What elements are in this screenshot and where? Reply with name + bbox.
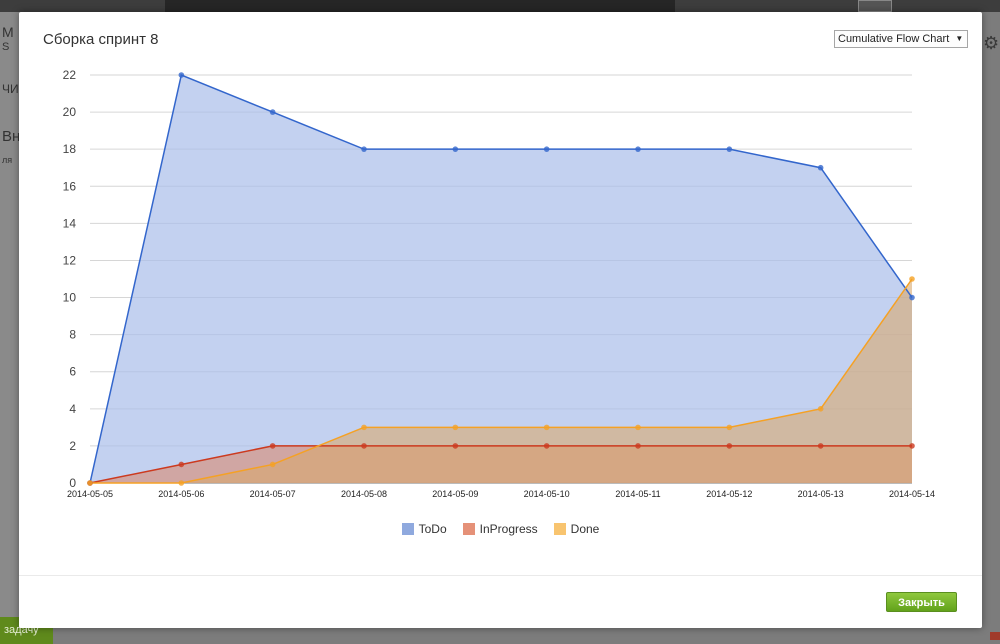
legend-swatch	[401, 523, 414, 535]
chart-lines	[89, 73, 913, 484]
point-inprogress	[178, 461, 185, 468]
y-tick-label: 20	[63, 105, 77, 119]
point-done	[87, 480, 93, 486]
legend-label: Done	[570, 522, 600, 536]
background-text: Вн	[2, 128, 21, 145]
background-text: ЧИ	[2, 82, 19, 96]
y-tick-label: 10	[63, 291, 77, 305]
point-todo	[909, 294, 915, 301]
point-todo	[178, 72, 185, 78]
point-todo	[726, 146, 733, 152]
chevron-down-icon: ▼	[955, 34, 964, 43]
y-tick-label: 8	[69, 328, 76, 342]
chart-type-select-value: Cumulative Flow Chart	[838, 33, 950, 45]
point-done	[269, 461, 276, 468]
point-todo	[543, 146, 550, 152]
y-tick-label: 18	[63, 142, 77, 156]
x-tick-label: 2014-05-14	[889, 489, 935, 499]
point-inprogress	[909, 443, 915, 449]
cumulative-flow-chart: 0 2 4 6 8 10 12 14 16 18 20 22 2014-05-05 2014-05-06…	[63, 68, 935, 499]
chart-y-ticks: 0 2 4 6 8 10 12 14 16 18 20 22	[63, 68, 77, 490]
point-done	[817, 406, 824, 412]
x-tick-label: 2014-05-13	[798, 489, 844, 499]
point-done	[909, 276, 915, 282]
chart-type-select[interactable]: Cumulative Flow Chart ▼	[834, 30, 969, 48]
point-todo	[452, 146, 459, 152]
background-topbar-icon	[858, 0, 892, 12]
x-tick-label: 2014-05-06	[158, 489, 204, 499]
line-todo	[89, 73, 913, 484]
point-done	[543, 424, 550, 431]
point-done	[635, 424, 641, 431]
area-done	[90, 279, 912, 483]
background-text: S	[2, 41, 10, 53]
y-tick-label: 12	[63, 253, 77, 267]
x-tick-label: 2014-05-10	[524, 489, 570, 499]
modal-footer-divider	[19, 575, 982, 576]
area-todo	[90, 75, 912, 483]
legend-label: ToDo	[418, 522, 447, 536]
background-left-strip	[0, 12, 20, 644]
point-done	[361, 424, 367, 431]
point-done	[726, 424, 733, 431]
point-todo	[817, 164, 824, 171]
point-todo	[361, 146, 367, 152]
close-button[interactable]: Закрыть	[886, 592, 957, 612]
background-topbar-dark	[165, 0, 675, 12]
x-tick-label: 2014-05-12	[706, 489, 752, 499]
legend-swatch	[553, 523, 566, 535]
legend-item-todo[interactable]: ToDo	[401, 522, 447, 536]
x-tick-label: 2014-05-05	[67, 489, 113, 499]
y-tick-label: 4	[69, 402, 76, 416]
x-tick-label: 2014-05-09	[432, 489, 478, 499]
point-inprogress	[817, 443, 824, 449]
y-tick-label: 6	[69, 365, 76, 379]
chart-points	[87, 72, 915, 486]
modal-title: Сборка спринт 8	[43, 31, 159, 48]
legend-label: InProgress	[479, 522, 538, 536]
x-tick-label: 2014-05-11	[615, 489, 660, 499]
chart-x-ticks: 2014-05-05 2014-05-06 2014-05-07 2014-05-08…	[67, 489, 935, 499]
point-inprogress	[269, 443, 276, 449]
y-tick-label: 0	[69, 476, 76, 490]
gear-icon[interactable]: ⚙	[983, 33, 1000, 53]
x-tick-label: 2014-05-07	[250, 489, 296, 499]
point-done	[178, 480, 185, 486]
background-topbar	[0, 0, 1000, 12]
background-text: ля	[2, 155, 13, 165]
point-done	[452, 424, 459, 431]
point-inprogress	[726, 443, 733, 449]
line-inprogress	[89, 445, 912, 484]
background-red-marker	[990, 632, 1000, 640]
chart-legend: ToDo InProgress Done	[19, 522, 982, 536]
point-inprogress	[361, 443, 367, 449]
chart-modal: Сборка спринт 8 Cumulative Flow Chart ▼ …	[19, 12, 982, 628]
y-tick-label: 14	[63, 216, 77, 230]
y-tick-label: 22	[63, 68, 77, 82]
legend-item-inprogress[interactable]: InProgress	[462, 522, 538, 536]
line-done	[90, 278, 913, 484]
legend-item-done[interactable]: Done	[553, 522, 600, 536]
point-inprogress	[452, 443, 459, 449]
background-text: М	[2, 24, 14, 40]
legend-swatch	[462, 523, 475, 535]
point-inprogress	[635, 443, 641, 449]
point-todo	[269, 109, 276, 115]
point-inprogress	[543, 443, 550, 449]
point-todo	[635, 146, 641, 152]
x-tick-label: 2014-05-08	[341, 489, 387, 499]
y-tick-label: 2	[69, 439, 76, 453]
chart-areas	[90, 75, 912, 483]
y-tick-label: 16	[63, 179, 77, 193]
